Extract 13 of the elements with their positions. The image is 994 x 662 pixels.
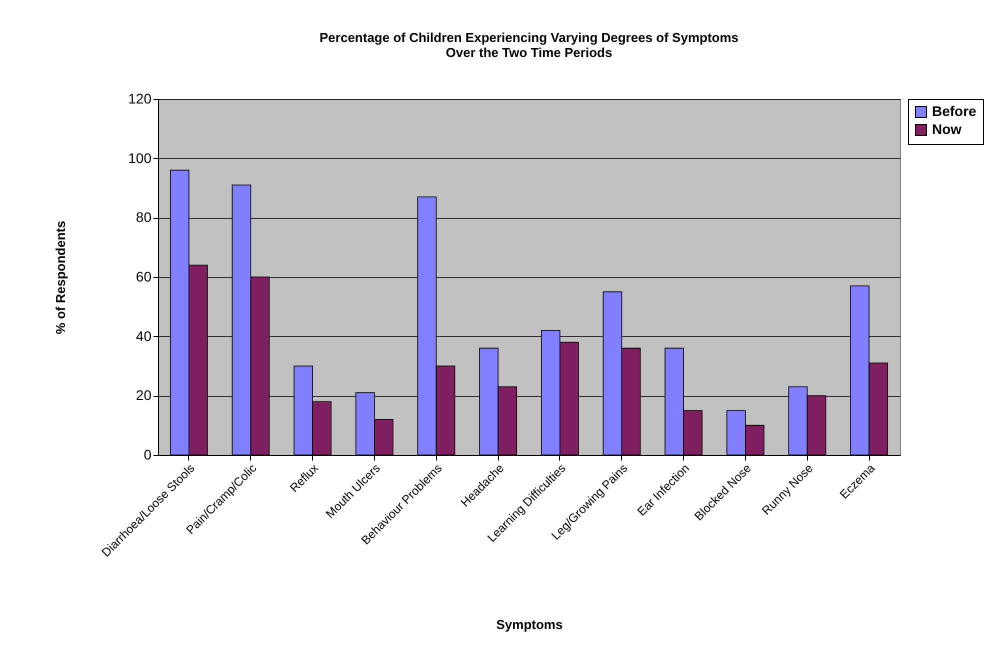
y-tick-label: 0	[144, 446, 152, 462]
y-tick-label: 60	[136, 268, 152, 284]
y-tick-label: 20	[136, 387, 152, 404]
chart-subtitle: Over the Two Time Periods	[446, 45, 612, 60]
legend-label: Now	[932, 121, 962, 137]
legend-label: Before	[932, 103, 977, 119]
y-tick-label: 80	[136, 209, 152, 226]
y-axis-title: % of Respondents	[53, 220, 68, 334]
y-tick-label: 40	[136, 328, 152, 344]
y-tick-label: 100	[128, 150, 152, 166]
y-tick-label: 120	[128, 90, 152, 106]
chart-title: Percentage of Children Experiencing Varying Degrees of Symptoms	[319, 30, 739, 45]
x-axis-title: Symptoms	[496, 616, 563, 632]
